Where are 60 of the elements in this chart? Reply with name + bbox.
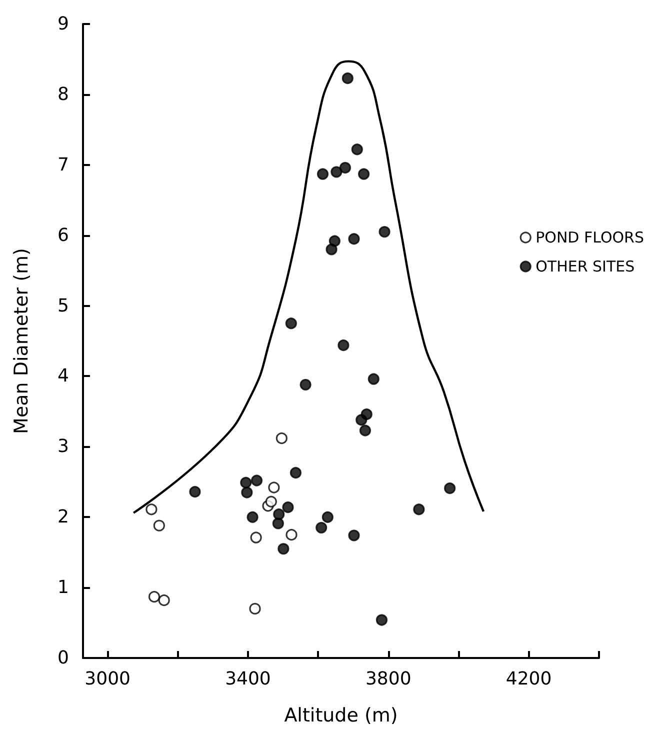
point [342, 72, 354, 84]
point [413, 504, 425, 516]
point [358, 168, 370, 180]
point [348, 233, 360, 245]
point [273, 508, 285, 520]
point [286, 528, 298, 541]
point [339, 162, 352, 174]
point [158, 594, 170, 606]
line-series [132, 60, 485, 514]
point [282, 501, 294, 514]
point [300, 378, 312, 390]
point [250, 532, 262, 544]
point [249, 602, 261, 614]
y-tick-label: 6 [58, 224, 69, 246]
y-tick-label: 0 [58, 648, 69, 668]
legend-label: POND FLOORS [536, 228, 644, 246]
legend-label: OTHER SITES [536, 258, 635, 276]
point [146, 504, 158, 516]
y-tick-label: 3 [58, 436, 69, 458]
point [444, 482, 456, 494]
point [378, 226, 390, 238]
point [322, 511, 334, 523]
point [316, 168, 329, 180]
y-axis-title: Mean Diameter (m) [10, 248, 32, 434]
point [285, 318, 297, 330]
x-tick-label: 3800 [365, 668, 412, 690]
y-tick-label: 4 [58, 366, 69, 387]
y-tick-label: 1 [58, 577, 69, 598]
point [265, 496, 277, 508]
point [268, 482, 280, 494]
point [240, 476, 252, 488]
point [359, 424, 372, 436]
point [326, 244, 338, 256]
point [290, 466, 302, 479]
point [338, 339, 350, 352]
point [278, 543, 290, 555]
y-tick-label: 8 [58, 84, 69, 105]
y-tick-label: 2 [58, 506, 69, 528]
point [376, 614, 388, 626]
point [348, 530, 360, 542]
x-tick-label: 4200 [506, 668, 552, 690]
point [330, 166, 342, 178]
point [246, 511, 258, 523]
point [241, 486, 253, 498]
x-tick-label: 3400 [225, 668, 271, 690]
x-axis-title: Altitude (m) [284, 704, 398, 726]
point [272, 518, 284, 530]
x-tick-label: 3000 [84, 668, 130, 690]
y-tick-label: 9 [58, 14, 69, 34]
y-tick-label: 7 [58, 154, 69, 176]
point [250, 474, 263, 486]
point [351, 144, 363, 156]
point [368, 373, 380, 385]
point [148, 590, 160, 603]
y-tick-label: 5 [58, 295, 69, 316]
point [153, 520, 165, 532]
point [189, 486, 201, 498]
point [276, 432, 288, 444]
point [316, 522, 328, 534]
point [356, 414, 368, 426]
